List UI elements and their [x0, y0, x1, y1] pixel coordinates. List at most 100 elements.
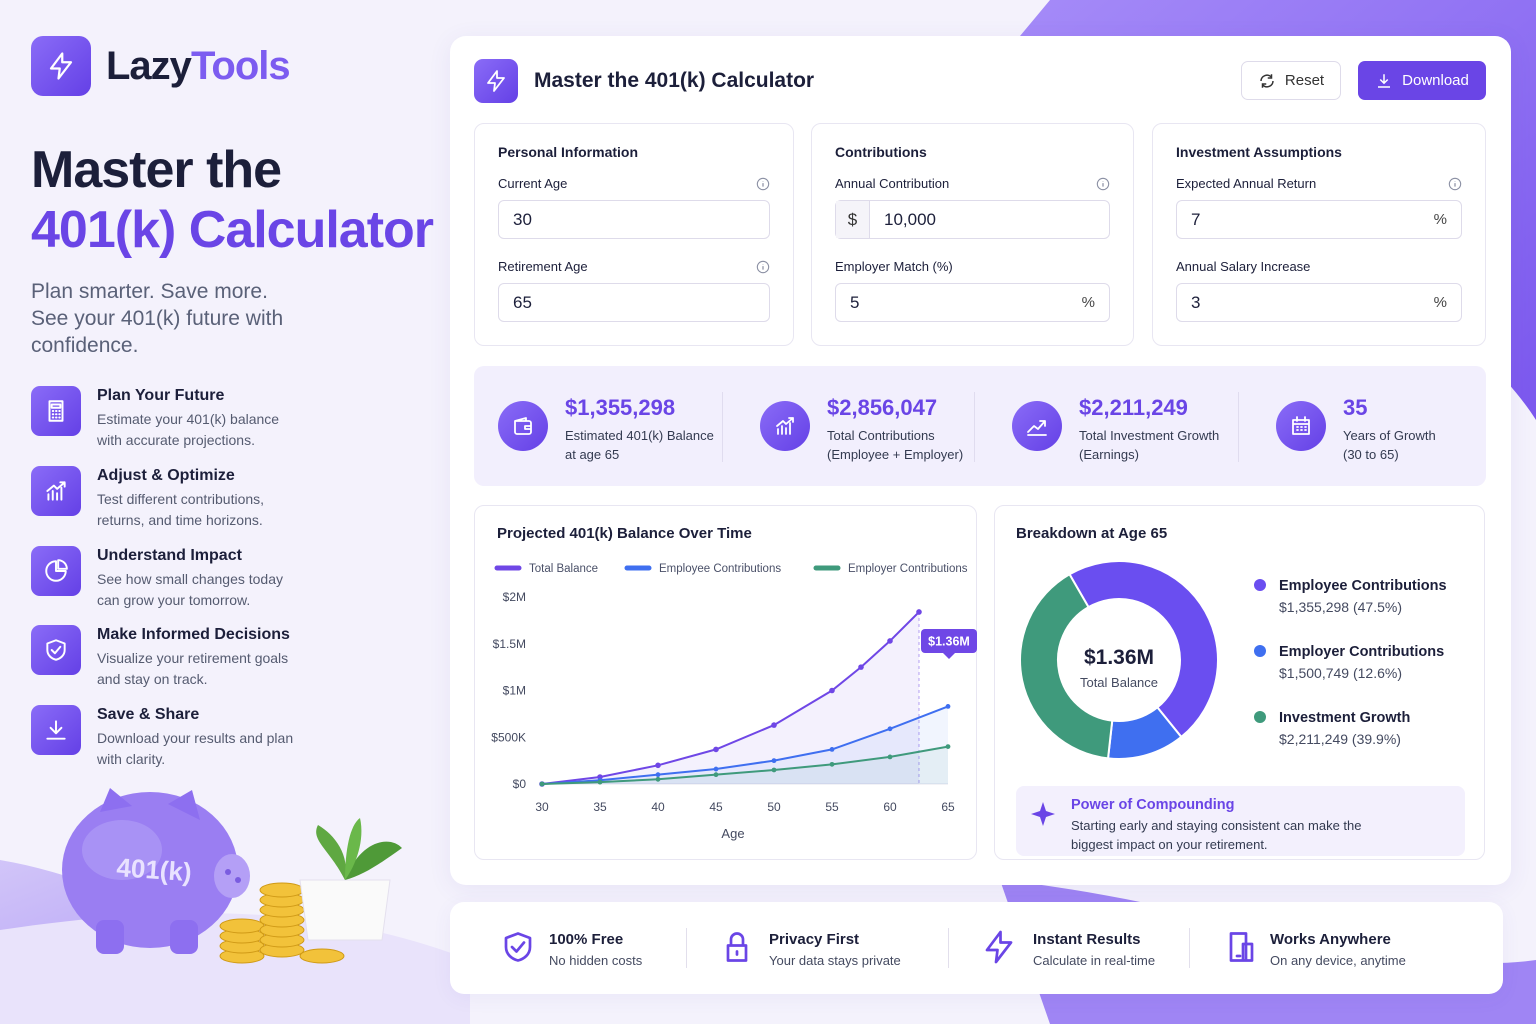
- input-field[interactable]: 3%: [1176, 283, 1462, 322]
- series-point: [858, 664, 864, 670]
- icon: [985, 930, 1013, 964]
- note-title: Power of Compounding: [1071, 797, 1235, 813]
- icon: [514, 417, 532, 435]
- legend-value: $2,211,249 (39.9%): [1279, 731, 1401, 747]
- footer-divider: [686, 928, 687, 968]
- input-field[interactable]: 7%: [1176, 200, 1462, 239]
- input-value: 5: [850, 292, 860, 312]
- footer-divider: [1189, 928, 1190, 968]
- input-suffix: %: [1433, 294, 1447, 311]
- footer-title: Works Anywhere: [1270, 931, 1391, 948]
- x-axis-label: Age: [721, 826, 744, 841]
- series-point: [597, 779, 603, 785]
- legend-value: $1,500,749 (12.6%): [1279, 665, 1402, 681]
- reset-button[interactable]: Reset: [1241, 61, 1341, 100]
- brand: LazyTools: [106, 44, 291, 89]
- stat-divider: [722, 392, 723, 462]
- hero-title: 401(k) Calculator: [31, 201, 434, 259]
- feature-item: Understand Impact See how small changes t…: [31, 545, 331, 616]
- download-icon: [1378, 73, 1391, 88]
- stat-label: Estimated 401(k) Balance: [565, 428, 714, 443]
- icon-shape: [985, 930, 1013, 964]
- series-point: [655, 776, 661, 782]
- field-label: Employer Match (%): [835, 259, 953, 274]
- y-tick-label: $0: [513, 777, 527, 791]
- stat-sublabel: (Earnings): [1079, 447, 1139, 462]
- brand-part: Lazy: [106, 44, 192, 88]
- legend-label: Investment Growth: [1279, 710, 1410, 726]
- field-label: Retirement Age: [498, 259, 588, 274]
- feature-item: Adjust & Optimize Test different contribu…: [31, 465, 331, 536]
- legend-label: Employee Contributions: [659, 563, 781, 575]
- feature-icon: [31, 545, 81, 596]
- input-prefix: $: [836, 201, 870, 238]
- icon: [726, 932, 748, 962]
- input-field[interactable]: 65: [498, 283, 770, 322]
- series-point: [887, 726, 893, 732]
- footer-title: Privacy First: [769, 931, 860, 948]
- footer-icon: [500, 929, 536, 970]
- footer-icon: [719, 929, 755, 970]
- stat-sublabel: (30 to 65): [1343, 447, 1399, 462]
- series-point: [771, 722, 777, 728]
- feature-icon: [31, 465, 81, 516]
- feature-text: Estimate your 401(k) balance with accura…: [97, 411, 280, 448]
- input-suffix: %: [1081, 294, 1095, 311]
- x-tick-label: 35: [593, 800, 607, 814]
- hero-subtitle: Plan smarter. Save more. See your 401(k)…: [31, 280, 284, 357]
- chart-title: Breakdown at Age 65: [1016, 525, 1167, 542]
- footer-icon: [1222, 929, 1258, 970]
- panel-title: Master the 401(k) Calculator: [534, 69, 815, 92]
- feature-text: Download your results and plan with clar…: [97, 730, 294, 768]
- logo[interactable]: [31, 36, 91, 96]
- series-point: [713, 766, 719, 772]
- stat-icon: [1276, 401, 1326, 451]
- y-tick-label: $2M: [503, 590, 526, 604]
- donut-slice: [1068, 560, 1219, 739]
- feature-title: Save & Share: [97, 706, 200, 724]
- series-point: [887, 638, 893, 644]
- input-field[interactable]: 30: [498, 200, 770, 239]
- icon-shape: [45, 558, 68, 582]
- brand-part: Tools: [190, 44, 291, 88]
- icon: [46, 481, 66, 501]
- download-button[interactable]: Download: [1358, 61, 1486, 100]
- footer-divider: [948, 928, 949, 968]
- field-label: Annual Salary Increase: [1176, 259, 1311, 274]
- icon: [46, 639, 66, 662]
- legend-label: Employee Contributions: [1279, 578, 1447, 594]
- hero-title: Master the: [31, 141, 282, 199]
- footer-text: Calculate in real-time: [1033, 953, 1156, 968]
- input-value: 30: [513, 209, 532, 229]
- line-chart: Projected 401(k) Balance Over Time Total …: [491, 525, 977, 841]
- input-value: 3: [1191, 292, 1201, 312]
- footer-text: On any device, anytime: [1270, 953, 1406, 968]
- series-point: [655, 762, 661, 769]
- x-tick-label: 30: [535, 800, 549, 814]
- series-point: [945, 744, 951, 749]
- icon-shape: [514, 417, 532, 435]
- series-point: [829, 761, 835, 767]
- series-line: [541, 705, 949, 785]
- section-title: Personal Information: [498, 144, 639, 160]
- icon: [46, 720, 66, 740]
- icon-shape: [48, 400, 64, 422]
- icon: [1229, 932, 1254, 962]
- line-chart-card: Projected 401(k) Balance Over Time Total …: [474, 505, 977, 860]
- piggy-illustration: 401(k): [62, 788, 402, 964]
- feature-title: Adjust & Optimize: [97, 466, 235, 484]
- icon-shape: [726, 932, 748, 962]
- input-suffix: %: [1433, 211, 1447, 228]
- center-label: Total Balance: [1080, 675, 1158, 690]
- panel-icon: [474, 59, 518, 103]
- input-field[interactable]: 5%: [835, 283, 1110, 322]
- input-field[interactable]: $10,000: [835, 200, 1110, 239]
- stat-divider: [974, 392, 975, 462]
- feature-item: Make Informed Decisions Visualize your re…: [31, 625, 331, 695]
- feature-text: Visualize your retirement goals and stay…: [97, 650, 289, 688]
- feature-text: See how small changes today can grow you…: [97, 570, 283, 608]
- footer-icon: [981, 929, 1017, 970]
- feature-icon: [31, 705, 81, 756]
- icon: [48, 400, 64, 422]
